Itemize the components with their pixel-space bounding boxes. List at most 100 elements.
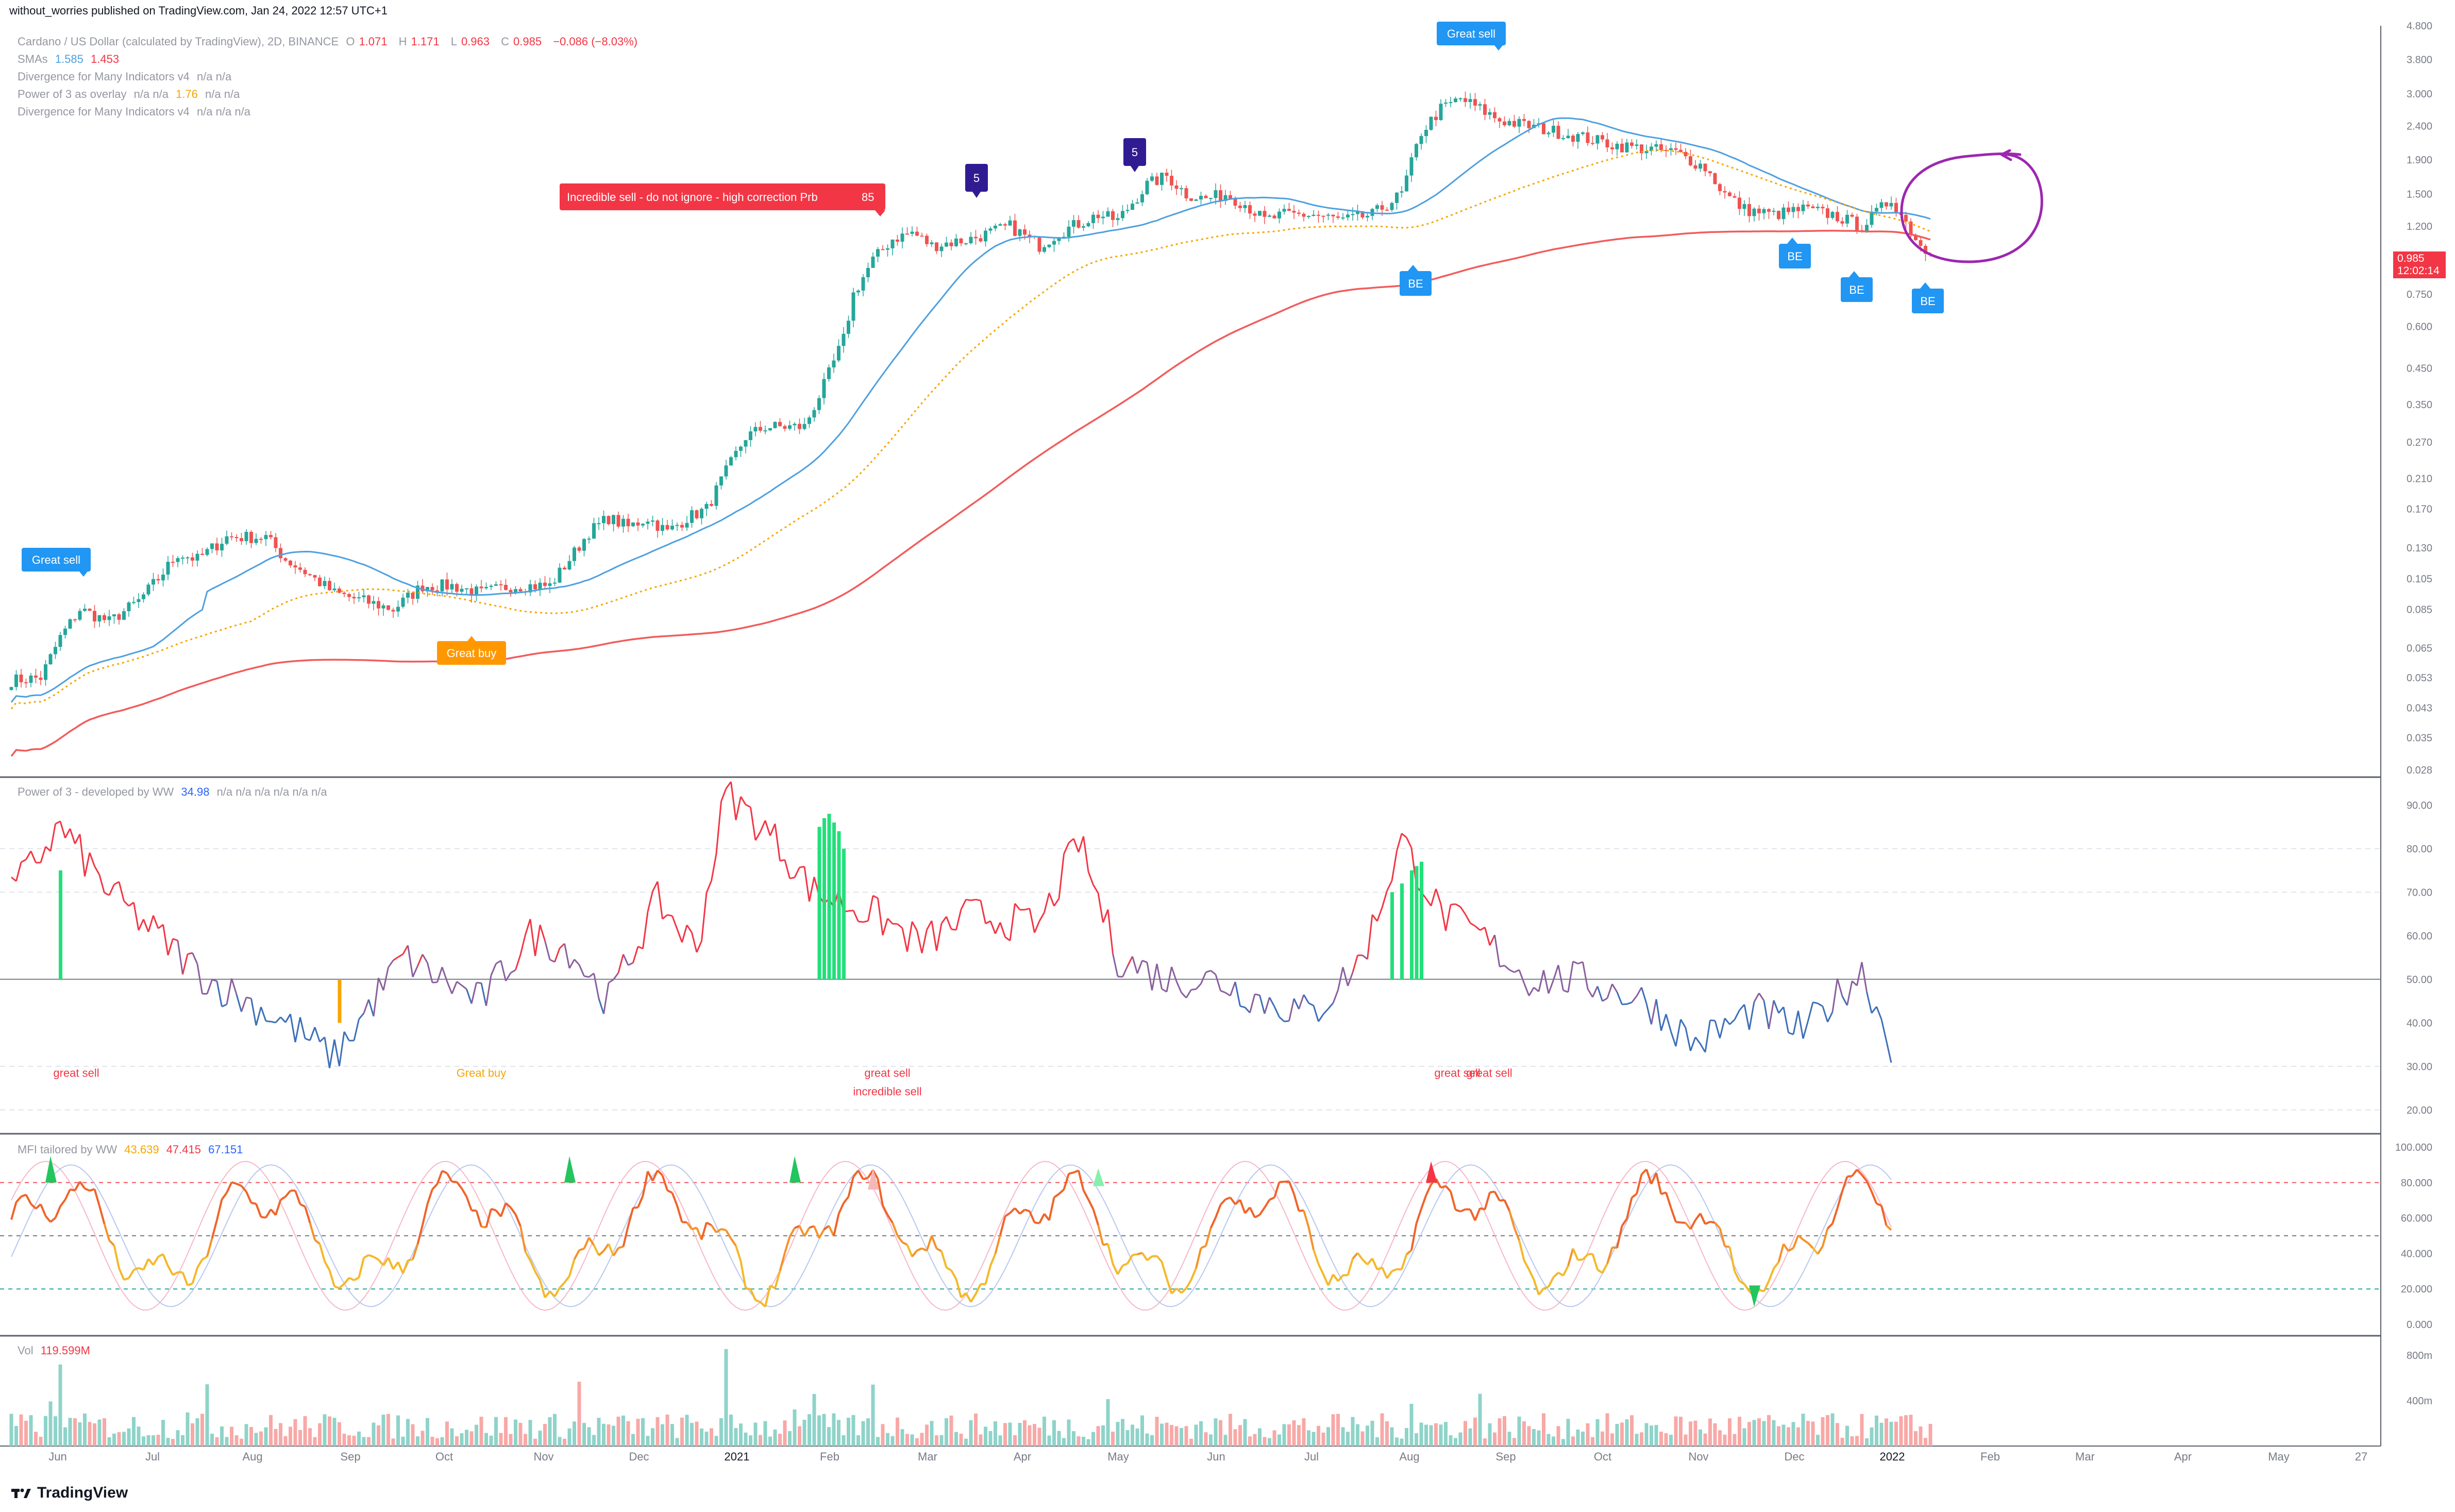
power3-line-segment (1401, 833, 1407, 838)
tradingview-footer[interactable]: TradingView (11, 1484, 128, 1502)
candle-body (582, 539, 586, 551)
candle-body (1439, 104, 1443, 120)
power-of-3-panel[interactable] (0, 781, 2381, 1111)
legend-divergence-2[interactable]: Divergence for Many Indicators v4 n/a n/… (18, 105, 255, 119)
power3-line-segment (89, 852, 95, 867)
volume-bar (1777, 1426, 1780, 1446)
volume-bar (1033, 1424, 1036, 1446)
legend-power3-overlay[interactable]: Power of 3 as overlay n/a n/a 1.76 n/a n… (18, 88, 244, 101)
mfi-line-segment (1435, 1178, 1442, 1188)
volume-panel[interactable] (9, 1349, 1932, 1446)
candle-body (63, 628, 67, 635)
mfi-line-segment (1126, 1254, 1134, 1264)
volume-value: 119.599M (40, 1344, 90, 1357)
candle-body (1601, 135, 1604, 140)
candle-body (1762, 209, 1766, 213)
volume-bar (1444, 1422, 1448, 1446)
candle-body (1791, 207, 1795, 212)
volume-bar (1689, 1421, 1692, 1446)
power3-line-segment (735, 796, 742, 820)
candle-body (847, 321, 850, 334)
volume-bar (401, 1436, 405, 1446)
candle-body (1650, 146, 1653, 152)
candle-body (279, 548, 282, 559)
candle-body (372, 601, 376, 604)
power3-line-segment (1773, 1000, 1779, 1014)
power3-line-segment (628, 962, 634, 966)
mfi-line-segment (863, 1177, 869, 1181)
legend-divergence-1[interactable]: Divergence for Many Indicators v4 n/a n/… (18, 70, 236, 83)
great-sell-top-label-text: Great sell (1447, 27, 1495, 40)
volume-bar (710, 1428, 713, 1446)
candle-body (1140, 194, 1144, 203)
candle-body (1728, 192, 1731, 196)
mfi-line-segment (1562, 1265, 1569, 1276)
legend-smas[interactable]: SMAs 1.585 1.453 (18, 53, 123, 66)
price-panel[interactable] (9, 91, 1932, 757)
legend-mfi[interactable]: MFI tailored by WW 43.639 47.415 67.151 (18, 1143, 247, 1156)
power3-line-segment (1734, 1010, 1740, 1020)
volume-bar (1503, 1416, 1506, 1446)
candle-body (1924, 246, 1927, 254)
mfi-line-segment (1577, 1258, 1583, 1261)
candle-body (1610, 147, 1614, 149)
mfi-line-segment (1337, 1274, 1344, 1282)
mfi-line-segment (730, 1238, 737, 1247)
volume-bar (524, 1434, 527, 1446)
power3-line-segment (598, 998, 604, 1014)
legend-volume[interactable]: Vol 119.599M (18, 1344, 94, 1357)
power3-line-segment (1459, 906, 1466, 915)
power3-line-segment (1293, 998, 1300, 1010)
volume-bar (323, 1414, 327, 1446)
candle-body (871, 256, 875, 268)
volume-bar (700, 1428, 703, 1446)
mfi-line-segment (1313, 1249, 1320, 1265)
mfi-line-segment (779, 1252, 786, 1271)
candle-body (264, 535, 268, 540)
candle-body (1454, 98, 1457, 103)
mfi-signal-marker (789, 1156, 801, 1183)
be-label-1-text: BE (1408, 277, 1423, 290)
divergence-1-label: Divergence for Many Indicators v4 (18, 70, 190, 83)
mfi-line-segment (1327, 1274, 1334, 1286)
volume-bar (1263, 1437, 1267, 1446)
candle-body (152, 579, 155, 585)
time-tick-label: Feb (1980, 1450, 2000, 1463)
symbol-label[interactable]: Cardano / US Dollar (calculated by Tradi… (18, 35, 339, 48)
mfi-line-segment (1680, 1221, 1686, 1224)
volume-bar (347, 1435, 351, 1446)
power3-line-segment (412, 965, 418, 978)
power3-line-segment (1582, 962, 1589, 989)
power3-line-segment (1151, 963, 1158, 990)
power3-line-segment (505, 972, 512, 982)
volume-bar (533, 1438, 537, 1446)
candle-body (1468, 99, 1472, 102)
candle-body (1336, 216, 1340, 218)
legend-power3[interactable]: Power of 3 - developed by WW 34.98 n/a n… (18, 785, 331, 799)
candle-body (861, 277, 865, 291)
volume-bar (1317, 1425, 1320, 1446)
power3-line-segment (128, 901, 134, 907)
mfi-line-segment (93, 1188, 100, 1206)
volume-bar (984, 1426, 987, 1446)
volume-bar (1517, 1416, 1521, 1446)
mfi-line-segment (946, 1266, 952, 1271)
volume-bar (146, 1435, 150, 1446)
mfi-line-segment (999, 1216, 1006, 1236)
mfi-line-segment (108, 1239, 115, 1247)
volume-bar (73, 1418, 77, 1446)
power3-line-segment (931, 920, 937, 951)
power3-line-segment (1812, 1001, 1818, 1004)
candle-body (896, 239, 899, 242)
volume-bar (445, 1421, 449, 1446)
volume-bar (1415, 1433, 1418, 1446)
mfi-line-segment (794, 1225, 800, 1229)
mfi-line-segment (1264, 1199, 1271, 1208)
volume-bar (1674, 1416, 1678, 1446)
mfi-panel[interactable] (0, 1156, 2381, 1311)
power3-line-segment (393, 956, 399, 961)
power3-line-segment (25, 850, 32, 860)
mfi-line-segment (1401, 1254, 1408, 1270)
candle-body (1204, 195, 1208, 198)
